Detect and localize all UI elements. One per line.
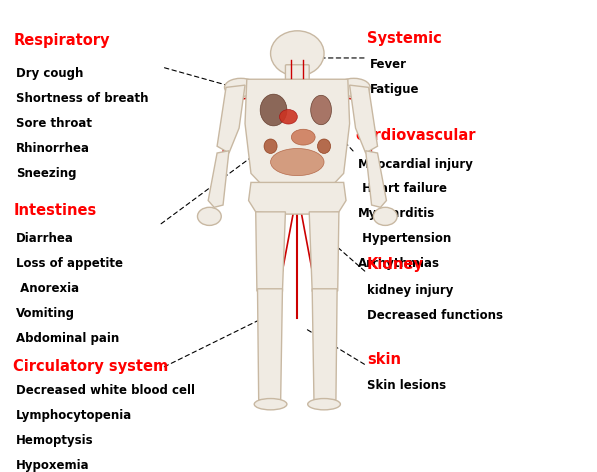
- Text: Sneezing: Sneezing: [16, 167, 77, 179]
- Text: Systemic: Systemic: [367, 31, 442, 46]
- Polygon shape: [208, 151, 229, 207]
- Polygon shape: [365, 151, 386, 207]
- Text: Abdominal pain: Abdominal pain: [16, 332, 119, 345]
- Text: Diarrhea: Diarrhea: [16, 232, 74, 245]
- Text: Circulatory system: Circulatory system: [13, 359, 168, 374]
- Polygon shape: [350, 85, 377, 153]
- Text: Arrhythmias: Arrhythmias: [358, 257, 440, 270]
- Ellipse shape: [264, 139, 277, 153]
- Text: Heart failure: Heart failure: [358, 182, 447, 195]
- Ellipse shape: [254, 398, 287, 410]
- FancyBboxPatch shape: [285, 65, 309, 80]
- Text: Hypoxemia: Hypoxemia: [16, 458, 90, 472]
- Polygon shape: [257, 289, 282, 400]
- Polygon shape: [248, 182, 346, 214]
- Text: Myocarditis: Myocarditis: [358, 207, 435, 220]
- Text: Skin lesions: Skin lesions: [367, 379, 446, 392]
- Text: Sore throat: Sore throat: [16, 117, 93, 130]
- Text: Rhinorrhea: Rhinorrhea: [16, 142, 90, 155]
- Text: Hemoptysis: Hemoptysis: [16, 434, 94, 447]
- Text: Respiratory: Respiratory: [13, 33, 110, 48]
- Text: skin: skin: [367, 352, 401, 367]
- Polygon shape: [309, 212, 339, 291]
- Ellipse shape: [373, 207, 397, 226]
- Text: Anorexia: Anorexia: [16, 282, 79, 295]
- Ellipse shape: [270, 31, 324, 76]
- Ellipse shape: [307, 398, 340, 410]
- Ellipse shape: [198, 207, 221, 226]
- Polygon shape: [256, 212, 285, 291]
- Text: Intestines: Intestines: [13, 203, 97, 218]
- Text: Kidney: Kidney: [367, 257, 424, 272]
- Polygon shape: [245, 79, 350, 185]
- Ellipse shape: [337, 78, 370, 96]
- Ellipse shape: [291, 129, 315, 145]
- Text: Vomiting: Vomiting: [16, 307, 75, 320]
- Text: Fatigue: Fatigue: [370, 83, 419, 96]
- Ellipse shape: [310, 95, 331, 125]
- Text: cardiovascular: cardiovascular: [355, 128, 475, 143]
- Text: Dry cough: Dry cough: [16, 67, 84, 80]
- Text: kidney injury: kidney injury: [367, 284, 453, 297]
- Ellipse shape: [270, 149, 324, 176]
- Ellipse shape: [260, 94, 287, 126]
- Ellipse shape: [279, 110, 297, 124]
- Text: Decreased functions: Decreased functions: [367, 309, 503, 322]
- Polygon shape: [312, 289, 337, 400]
- Text: Fever: Fever: [370, 58, 407, 71]
- Text: Myocardial injury: Myocardial injury: [358, 158, 473, 170]
- Ellipse shape: [318, 139, 331, 153]
- Polygon shape: [217, 85, 245, 153]
- Text: Lymphocytopenia: Lymphocytopenia: [16, 409, 133, 421]
- Text: Decreased white blood cell: Decreased white blood cell: [16, 384, 195, 397]
- Text: Shortness of breath: Shortness of breath: [16, 92, 149, 105]
- Ellipse shape: [224, 78, 257, 96]
- Text: Hypertension: Hypertension: [358, 232, 451, 245]
- Text: Loss of appetite: Loss of appetite: [16, 257, 123, 270]
